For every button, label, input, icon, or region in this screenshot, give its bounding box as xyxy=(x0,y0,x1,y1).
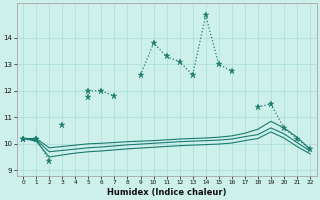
X-axis label: Humidex (Indice chaleur): Humidex (Indice chaleur) xyxy=(107,188,226,197)
